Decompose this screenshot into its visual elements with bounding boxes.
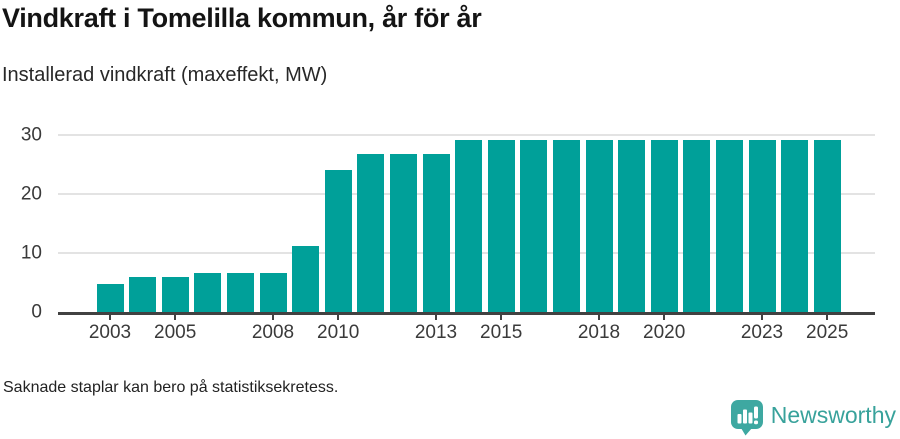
y-axis: 0 10 20 30 <box>0 126 48 322</box>
bar-2021 <box>683 139 711 312</box>
x-tickmark <box>826 315 829 320</box>
x-tick-label: 2005 <box>154 322 197 343</box>
chart-subtitle: Installerad vindkraft (maxeffekt, MW) <box>2 64 328 86</box>
y-tick-label: 20 <box>20 183 42 205</box>
bar-2003 <box>96 284 124 312</box>
bar-2014 <box>455 139 483 312</box>
bar-2009 <box>292 245 320 312</box>
x-axis: 2003 2005 2008 2010 2013 2015 2018 2020 2023 2025 <box>58 315 875 349</box>
newsworthy-bubble-chart-icon <box>730 400 763 436</box>
newsworthy-wordmark: Newsworthy <box>770 402 896 428</box>
x-tick-label: 2025 <box>806 322 849 343</box>
x-tickmark <box>761 315 763 320</box>
bar-2020 <box>650 139 678 312</box>
bar-2015 <box>487 139 515 312</box>
bar-2008 <box>259 273 287 312</box>
y-tick-label: 30 <box>20 124 42 146</box>
page-title: Vindkraft i Tomelilla kommun, år för år <box>2 3 482 33</box>
bar-2004 <box>129 277 157 312</box>
bar-2011 <box>357 153 385 312</box>
x-tick-label: 2013 <box>414 322 458 343</box>
bar-2024 <box>781 139 809 312</box>
x-tickmark <box>435 315 437 320</box>
x-tick-label: 2023 <box>740 322 784 343</box>
x-tickmark <box>174 315 177 320</box>
footnote: Saknade staplar kan bero på statistiksek… <box>3 379 339 396</box>
newsworthy-logo[interactable]: Newsworthy <box>730 399 896 436</box>
bar-2006 <box>194 273 222 312</box>
gridline <box>58 134 875 136</box>
bar-2010 <box>324 169 352 312</box>
x-tick-label: 2018 <box>577 322 621 343</box>
x-tick-label: 2020 <box>643 322 686 343</box>
x-tickmark <box>272 315 274 320</box>
y-tick-label: 0 <box>31 301 42 323</box>
bar-2017 <box>552 139 580 312</box>
x-tickmark <box>109 315 111 320</box>
x-tick-label: 2015 <box>480 322 523 343</box>
bar-2022 <box>715 139 743 312</box>
bar-2025 <box>813 139 841 312</box>
x-tick-label: 2003 <box>88 322 132 343</box>
x-tickmark <box>663 315 666 320</box>
x-tick-label: 2008 <box>251 322 295 343</box>
bar-2016 <box>520 139 548 312</box>
x-tickmark <box>500 315 503 320</box>
x-tick-label: 2010 <box>317 322 360 343</box>
bar-2007 <box>226 273 254 312</box>
x-tickmark <box>598 315 600 320</box>
bar-2013 <box>422 153 450 312</box>
bar-2018 <box>585 139 613 312</box>
bar-2019 <box>618 139 646 312</box>
bar-2012 <box>389 153 417 312</box>
y-tick-label: 10 <box>20 242 42 264</box>
bar-2005 <box>161 277 189 312</box>
plot-area <box>58 134 875 315</box>
x-tickmark <box>337 315 340 320</box>
bar-2023 <box>748 139 776 312</box>
